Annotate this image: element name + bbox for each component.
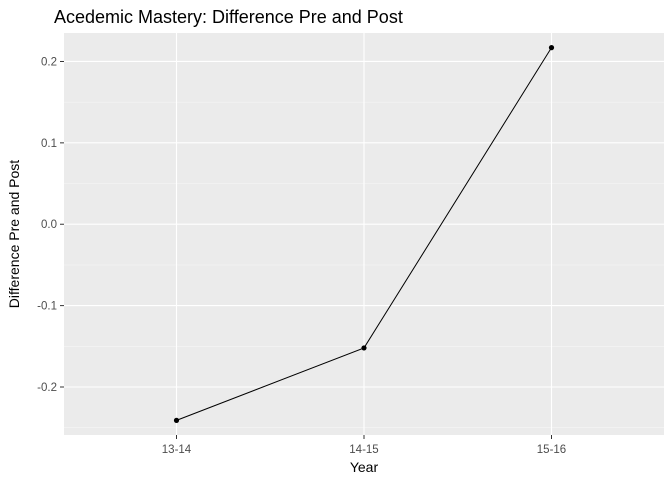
x-axis-title: Year [350,459,379,475]
y-tick-label: 0.0 [41,219,57,231]
y-tick-label: 0.1 [41,138,57,150]
x-axis: 13-14 14-15 15-16 [162,435,566,456]
y-tick-label: -0.2 [37,382,57,394]
x-tick-label: 13-14 [162,444,192,456]
y-axis: -0.2 -0.1 0.0 0.1 0.2 [37,56,64,394]
data-point [361,345,367,351]
data-point [173,417,180,423]
major-gridlines [64,33,664,435]
x-tick-label: 15-16 [537,444,566,456]
x-tick-label: 14-15 [349,444,378,456]
y-tick-label: 0.2 [41,56,57,68]
data-point [548,45,555,51]
chart-title: Acedemic Mastery: Difference Pre and Pos… [54,7,403,27]
data-series [173,45,555,423]
y-tick-label: -0.1 [37,301,57,313]
y-axis-title: Difference Pre and Post [6,160,22,308]
